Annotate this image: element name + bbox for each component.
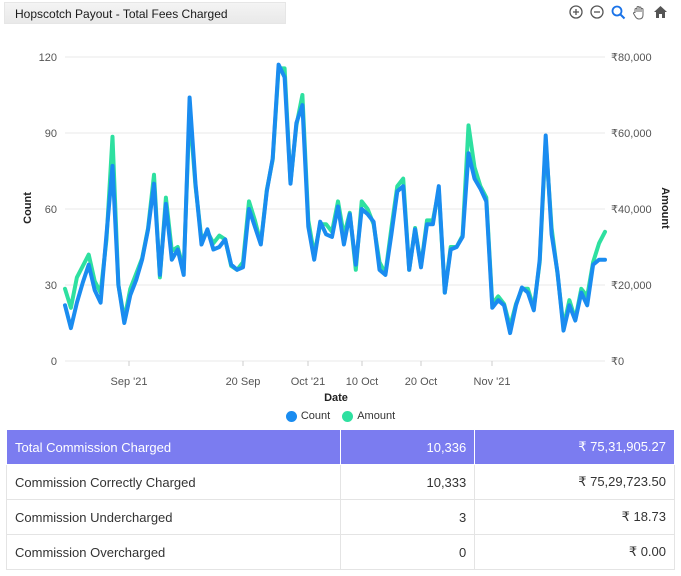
row-label: Total Commission Charged bbox=[5, 429, 342, 465]
row-count: 10,336 bbox=[340, 429, 476, 465]
row-count: 10,333 bbox=[340, 464, 476, 500]
left-tick-label: 30 bbox=[45, 280, 57, 292]
chart-header: Hopscotch Payout - Total Fees Charged bbox=[0, 0, 681, 24]
row-label: Commission Correctly Charged bbox=[5, 464, 342, 500]
zoom-out-icon[interactable] bbox=[588, 3, 606, 21]
row-amount: ₹ 75,29,723.50 bbox=[474, 464, 675, 500]
right-tick-label: ₹40,000 bbox=[611, 204, 652, 216]
right-axis-ticks: ₹0 ₹20,000 ₹40,000 ₹60,000 ₹80,000 bbox=[611, 52, 652, 368]
table-row: Commission Undercharged 3 ₹ 18.73 bbox=[5, 499, 675, 535]
legend-item-amount[interactable]: Amount bbox=[342, 410, 395, 422]
table-row: Commission Correctly Charged 10,333 ₹ 75… bbox=[5, 464, 675, 500]
row-amount: ₹ 18.73 bbox=[474, 499, 675, 535]
chart-legend: Count Amount bbox=[0, 410, 681, 422]
zoom-search-icon[interactable] bbox=[609, 3, 627, 21]
right-axis-title: Amount bbox=[659, 187, 671, 229]
chart-title: Hopscotch Payout - Total Fees Charged bbox=[15, 7, 228, 21]
right-tick-label: ₹0 bbox=[611, 356, 624, 368]
left-tick-label: 60 bbox=[45, 204, 57, 216]
legend-label-amount: Amount bbox=[357, 410, 396, 422]
left-tick-label: 90 bbox=[45, 128, 57, 140]
title-bar: Hopscotch Payout - Total Fees Charged bbox=[4, 2, 286, 24]
row-amount: ₹ 0.00 bbox=[474, 534, 675, 570]
home-icon[interactable] bbox=[651, 3, 669, 21]
legend-marker-amount bbox=[342, 410, 354, 422]
x-tick-label: Sep '21 bbox=[111, 376, 148, 388]
legend-label-count: Count bbox=[300, 410, 331, 422]
legend-marker-count bbox=[285, 410, 297, 422]
row-label: Commission Undercharged bbox=[5, 499, 342, 535]
row-count: 3 bbox=[340, 499, 476, 535]
commission-summary-table: Total Commission Charged 10,336 ₹ 75,31,… bbox=[5, 429, 675, 570]
x-tick-label: 10 Oct bbox=[346, 376, 378, 388]
x-tick-label: Oct '21 bbox=[291, 376, 326, 388]
right-tick-label: ₹20,000 bbox=[611, 280, 652, 292]
series-line-count[interactable] bbox=[63, 62, 607, 336]
right-tick-label: ₹80,000 bbox=[611, 52, 652, 64]
left-tick-label: 120 bbox=[39, 52, 57, 64]
pan-hand-icon[interactable] bbox=[630, 3, 648, 21]
legend-item-count[interactable]: Count bbox=[285, 410, 331, 422]
x-tick-label: Nov '21 bbox=[474, 376, 511, 388]
row-label: Commission Overcharged bbox=[5, 534, 342, 570]
series-lines bbox=[63, 62, 607, 336]
line-chart: 0 30 60 90 120 ₹0 ₹20,000 ₹40,000 ₹60,000 ₹80,00… bbox=[22, 52, 671, 404]
table-row: Commission Overcharged 0 ₹ 0.00 bbox=[5, 534, 675, 570]
x-tick-label: 20 Sep bbox=[226, 376, 261, 388]
x-axis-ticks: Sep '21 20 Sep Oct '21 10 Oct 20 Oct Nov '21 bbox=[111, 361, 511, 388]
right-tick-label: ₹60,000 bbox=[611, 128, 652, 140]
chart-toolbar bbox=[567, 2, 669, 22]
left-axis-title: Count bbox=[22, 192, 34, 224]
row-amount: ₹ 75,31,905.27 bbox=[474, 429, 675, 465]
row-count: 0 bbox=[340, 534, 476, 570]
table-row: Total Commission Charged 10,336 ₹ 75,31,… bbox=[5, 429, 675, 465]
x-tick-label: 20 Oct bbox=[405, 376, 437, 388]
left-axis-ticks: 0 30 60 90 120 bbox=[39, 52, 57, 368]
zoom-in-icon[interactable] bbox=[567, 3, 585, 21]
left-tick-label: 0 bbox=[51, 356, 57, 368]
x-axis-title: Date bbox=[324, 392, 348, 404]
